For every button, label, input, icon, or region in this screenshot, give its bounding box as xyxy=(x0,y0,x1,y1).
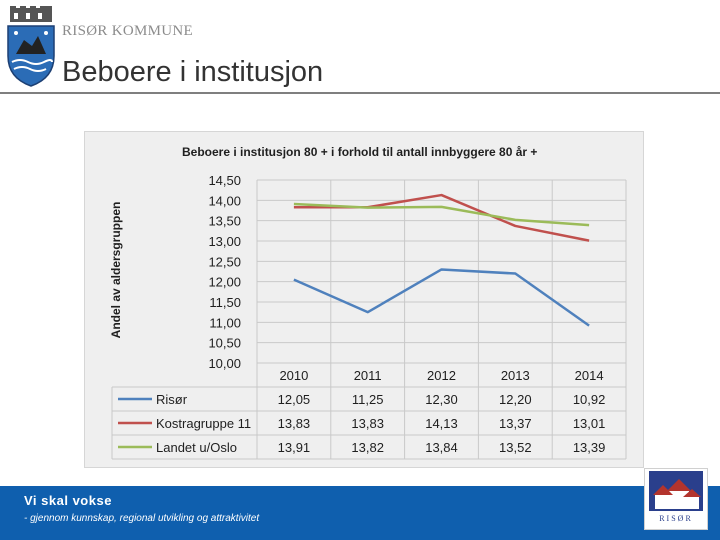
y-tick-label: 11,00 xyxy=(209,315,241,330)
data-label: 13,01 xyxy=(573,416,606,431)
data-label: 13,39 xyxy=(573,440,606,455)
organization-name: RISØR KOMMUNE xyxy=(62,23,193,39)
data-label: 13,83 xyxy=(278,416,311,431)
series-line xyxy=(293,193,590,242)
crest-crown xyxy=(10,6,52,22)
x-tick-label: 2010 xyxy=(279,368,308,383)
chart-title: Beboere i institusjon 80 + i forhold til… xyxy=(182,145,538,159)
series-line xyxy=(293,202,590,227)
header-divider xyxy=(0,92,720,94)
x-tick-label: 2011 xyxy=(354,368,382,383)
y-tick-label: 13,50 xyxy=(208,214,241,229)
footer-subtitle: - gjennom kunnskap, regional utvikling o… xyxy=(24,513,260,524)
legend-label: Risør xyxy=(156,392,188,407)
municipal-crest xyxy=(6,6,56,88)
y-tick-label: 13,00 xyxy=(208,234,241,249)
data-label: 11,25 xyxy=(352,392,384,407)
data-label: 12,05 xyxy=(278,392,311,407)
page-title: Beboere i institusjon xyxy=(62,56,324,88)
legend-label: Landet u/Oslo xyxy=(156,440,237,455)
y-tick-label: 12,00 xyxy=(208,275,241,290)
legend-label: Kostragruppe 11 xyxy=(156,416,251,431)
data-label: 10,92 xyxy=(573,392,606,407)
data-label: 13,84 xyxy=(425,440,458,455)
data-label: 13,83 xyxy=(351,416,384,431)
logo-text: RISØR xyxy=(659,514,693,523)
y-tick-label: 14,50 xyxy=(208,173,241,188)
crest-rock xyxy=(16,36,46,54)
y-tick-label: 11,50 xyxy=(209,295,241,310)
risor-logo xyxy=(644,468,708,530)
footer-bar xyxy=(0,486,720,540)
x-tick-label: 2013 xyxy=(501,368,530,383)
x-tick-label: 2014 xyxy=(575,368,604,383)
crest-waves xyxy=(11,59,53,65)
y-tick-label: 10,00 xyxy=(208,356,241,371)
series-line xyxy=(293,268,590,327)
data-label: 13,91 xyxy=(278,440,311,455)
data-label: 13,52 xyxy=(499,440,532,455)
footer-slogan: Vi skal vokse xyxy=(24,493,112,508)
y-tick-label: 14,00 xyxy=(208,193,241,208)
data-label: 13,37 xyxy=(499,416,532,431)
y-tick-label: 10,50 xyxy=(208,336,241,351)
data-label: 13,82 xyxy=(351,440,384,455)
data-label: 12,30 xyxy=(425,392,458,407)
data-label: 12,20 xyxy=(499,392,532,407)
data-label: 14,13 xyxy=(425,416,458,431)
x-tick-label: 2012 xyxy=(427,368,456,383)
y-tick-label: 12,50 xyxy=(208,254,241,269)
